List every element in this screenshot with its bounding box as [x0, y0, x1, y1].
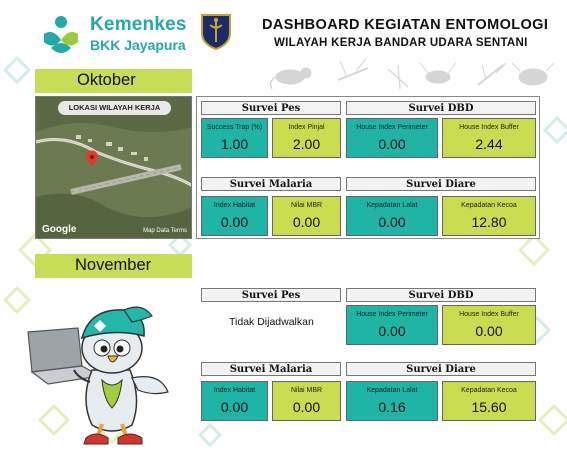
month-bar-october: Oktober [35, 69, 192, 93]
metric-index-habitat: Index Habitat 0.00 [201, 381, 268, 421]
pes-not-scheduled-status: Tidak Dijadwalkan [229, 316, 314, 328]
page-subtitle: WILAYAH KERJA BANDAR UDARA SENTANI [274, 37, 528, 49]
metric-value: 0.00 [220, 214, 249, 230]
metric-kepadatan-lalat: Kepadatan Lalat 0.00 [346, 196, 438, 236]
metric-label: Index Habitat [213, 202, 256, 209]
karantina-emblem-icon [201, 14, 231, 50]
metric-index-habitat: Index Habitat 0.00 [201, 196, 268, 236]
survey-diare-title: Survei Diare [346, 177, 536, 191]
metric-value: 0.00 [378, 323, 406, 339]
metric-label: House Index Perimeter [356, 124, 428, 131]
survey-diare-title: Survei Diare [346, 362, 536, 376]
metric-house-index-buffer: House Index Buffer 2.44 [442, 118, 536, 158]
metric-kepadatan-kecoa: Kepadatan Kecoa 15.60 [442, 381, 536, 421]
metric-value: 0.00 [378, 136, 406, 152]
metric-value: 15.60 [471, 399, 507, 415]
metric-value: 12.80 [471, 214, 507, 230]
metric-label: Kepadatan Kecoa [461, 202, 517, 209]
month-bar-november: November [35, 254, 192, 278]
metric-label: Index Pinjal [288, 124, 325, 131]
mascot-illustration [27, 306, 169, 445]
metric-label: Kepadatan Kecoa [461, 387, 517, 394]
location-map[interactable]: LOKASI WILAYAH KERJA Google Map Data Ter… [35, 96, 192, 239]
metric-value: 0.00 [220, 399, 249, 415]
map-location-label: LOKASI WILAYAH KERJA [58, 101, 171, 115]
metric-index-pinjal: Index Pinjal 2.00 [272, 118, 341, 158]
metric-label: House Index Buffer [459, 311, 519, 318]
metric-label: Success Trap (%) [206, 124, 263, 131]
brand-name: Kemenkes [90, 14, 187, 35]
metric-value: 1.00 [220, 136, 249, 152]
metric-value: 0.00 [378, 214, 406, 230]
brand-unit: BKK Jayapura [90, 37, 186, 53]
metric-kepadatan-lalat: Kepadatan Lalat 0.16 [346, 381, 438, 421]
metric-label: Kepadatan Lalat [366, 387, 418, 394]
survey-pes-title: Survei Pes [201, 288, 341, 302]
metric-value: 0.16 [378, 399, 406, 415]
metric-house-index-buffer: House Index Buffer 0.00 [442, 305, 536, 345]
survey-dbd-title: Survei DBD [346, 288, 536, 302]
map-attribution[interactable]: Map Data Terms [143, 228, 187, 234]
metric-value: 2.44 [475, 136, 503, 152]
survey-dbd-title: Survei DBD [346, 101, 536, 115]
metric-house-index-perimeter: House Index Perimeter 0.00 [346, 118, 438, 158]
kemenkes-logo [44, 16, 78, 53]
metric-value: 0.00 [292, 399, 321, 415]
month-label: November [75, 256, 152, 274]
insects-illustration [269, 58, 555, 90]
metric-label: Index Habitat [213, 387, 256, 394]
month-label: Oktober [77, 71, 136, 89]
metric-label: House Index Buffer [459, 124, 519, 131]
survey-malaria-title: Survei Malaria [201, 177, 341, 191]
survey-malaria-title: Survei Malaria [201, 362, 341, 376]
metric-label: Nilai MBR [290, 202, 323, 209]
metric-kepadatan-kecoa: Kepadatan Kecoa 12.80 [442, 196, 536, 236]
metric-nilai-mbr: Nilai MBR 0.00 [272, 381, 341, 421]
metric-label: Kepadatan Lalat [366, 202, 418, 209]
survey-pes-title: Survei Pes [201, 101, 341, 115]
metric-success-trap: Success Trap (%) 1.00 [201, 118, 268, 158]
metric-value: 2.00 [292, 136, 321, 152]
metric-label: Nilai MBR [290, 387, 323, 394]
metric-value: 0.00 [475, 323, 503, 339]
metric-value: 0.00 [292, 214, 321, 230]
metric-nilai-mbr: Nilai MBR 0.00 [272, 196, 341, 236]
metric-label: House Index Perimeter [356, 311, 428, 318]
satellite-map-image [36, 97, 191, 238]
page-title: DASHBOARD KEGIATAN ENTOMOLOGI [262, 17, 549, 33]
metric-house-index-perimeter: House Index Perimeter 0.00 [346, 305, 438, 345]
google-logo: Google [42, 224, 77, 235]
